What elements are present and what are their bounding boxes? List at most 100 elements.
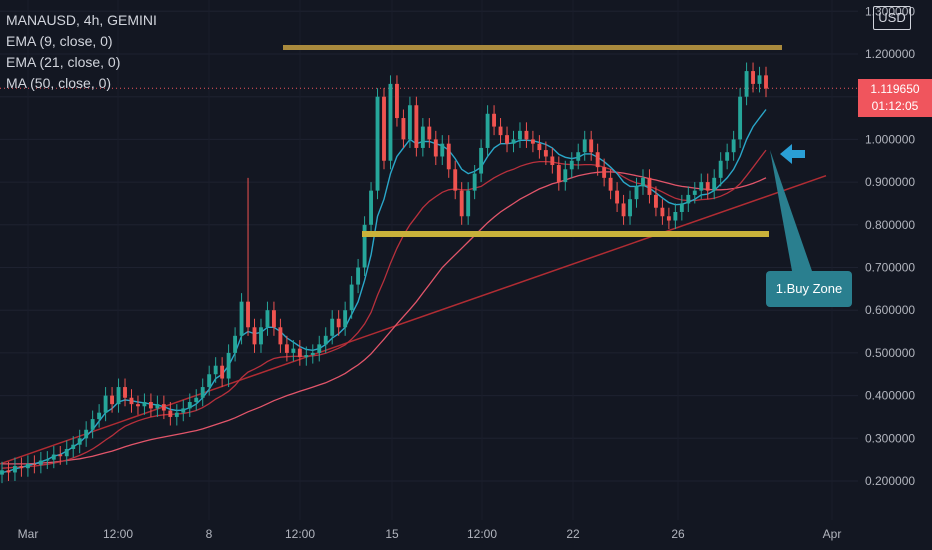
- candle-body: [446, 143, 451, 170]
- candle-body: [744, 71, 749, 97]
- candle-body: [420, 126, 425, 148]
- candle: [725, 143, 730, 170]
- candle-body: [692, 190, 697, 195]
- candle: [284, 335, 289, 362]
- candle: [362, 216, 367, 277]
- candle-body: [472, 173, 477, 191]
- candle-body: [407, 105, 412, 140]
- candle-body: [569, 160, 574, 170]
- candle: [647, 169, 652, 204]
- candle: [187, 393, 192, 417]
- candles: [0, 62, 768, 484]
- candle: [764, 66, 768, 98]
- candle: [356, 258, 361, 294]
- left-arrow-icon: [780, 144, 805, 164]
- candle: [407, 96, 412, 148]
- candle-body: [615, 190, 620, 204]
- candle: [32, 455, 37, 474]
- candle-body: [129, 397, 134, 405]
- candle-body: [148, 402, 153, 409]
- candle-body: [459, 190, 464, 217]
- candle-body: [239, 301, 244, 336]
- candle-body: [725, 152, 730, 161]
- legend-ma50[interactable]: MA (50, close, 0): [6, 75, 112, 91]
- callout-pointer: [770, 150, 812, 271]
- candle-body: [466, 190, 471, 217]
- candle: [699, 173, 704, 200]
- candle: [518, 122, 522, 148]
- candle: [291, 340, 296, 362]
- candle-body: [0, 470, 4, 475]
- candle: [142, 393, 147, 415]
- legend-ema9[interactable]: EMA (9, close, 0): [6, 33, 113, 49]
- candle-body: [6, 470, 11, 473]
- candle-body: [265, 310, 270, 328]
- time-tick-label: Mar: [18, 527, 39, 541]
- candle-body: [530, 139, 535, 144]
- legend-ema21[interactable]: EMA (21, close, 0): [6, 54, 121, 70]
- buy-zone-label[interactable]: 1.Buy Zone: [766, 271, 852, 307]
- candle-body: [155, 404, 160, 409]
- candle: [751, 62, 755, 93]
- candle-body: [284, 344, 289, 353]
- candle: [19, 457, 24, 477]
- candle: [621, 194, 626, 225]
- candle-body: [621, 203, 626, 217]
- candle-body: [304, 355, 309, 358]
- time-axis[interactable]: Mar 12:00 8 12:00 15 12:00 22 26 Apr: [18, 527, 842, 541]
- candle-body: [77, 438, 82, 445]
- candle: [64, 440, 69, 465]
- candle-body: [537, 143, 542, 151]
- price-tick-label: 1.200000: [865, 47, 915, 61]
- candle: [233, 327, 238, 362]
- candle: [712, 169, 717, 200]
- candle-body: [213, 365, 218, 375]
- horizontal-levels: [283, 45, 782, 237]
- candle-body: [595, 152, 600, 168]
- candle: [466, 182, 471, 225]
- candle: [653, 186, 658, 217]
- candle-body: [168, 410, 173, 417]
- price-tick-label: 0.900000: [865, 175, 915, 189]
- candle: [530, 130, 535, 153]
- candle: [543, 141, 548, 166]
- grid: [0, 10, 858, 482]
- candle-body: [679, 203, 684, 212]
- candle-body: [705, 182, 710, 191]
- candle-body: [388, 83, 393, 161]
- candle-body: [660, 207, 665, 217]
- legend-symbol[interactable]: MANAUSD, 4h, GEMINI: [6, 12, 157, 28]
- price-axis[interactable]: 1.300000 1.200000 1.000000 0.900000 0.800000…: [865, 4, 915, 488]
- candle-body: [582, 139, 587, 153]
- candle: [265, 301, 270, 336]
- ema21-line: [1, 149, 767, 469]
- candle-body: [511, 139, 516, 144]
- candle: [369, 182, 373, 234]
- candle: [388, 75, 393, 170]
- candle-body: [51, 454, 56, 460]
- candle-body: [673, 211, 678, 221]
- candle: [628, 190, 632, 225]
- candle: [174, 404, 179, 426]
- candle-body: [84, 429, 89, 439]
- candle: [692, 182, 697, 204]
- currency-badge[interactable]: USD: [873, 6, 911, 30]
- candle: [84, 421, 89, 447]
- candle: [200, 378, 205, 407]
- candle: [395, 75, 399, 127]
- candle: [116, 378, 121, 413]
- time-tick-label: 22: [566, 527, 580, 541]
- candle-body: [440, 143, 445, 157]
- candle: [550, 147, 555, 174]
- candle-body: [200, 387, 205, 398]
- candle: [479, 139, 484, 183]
- candle: [420, 118, 425, 157]
- candle-body: [174, 412, 179, 417]
- price-tick-label: 0.200000: [865, 474, 915, 488]
- time-tick-label: 26: [671, 527, 685, 541]
- candle: [382, 88, 386, 170]
- candle: [194, 389, 199, 411]
- candle-body: [505, 135, 509, 144]
- candle-body: [543, 150, 548, 157]
- candle: [13, 457, 17, 481]
